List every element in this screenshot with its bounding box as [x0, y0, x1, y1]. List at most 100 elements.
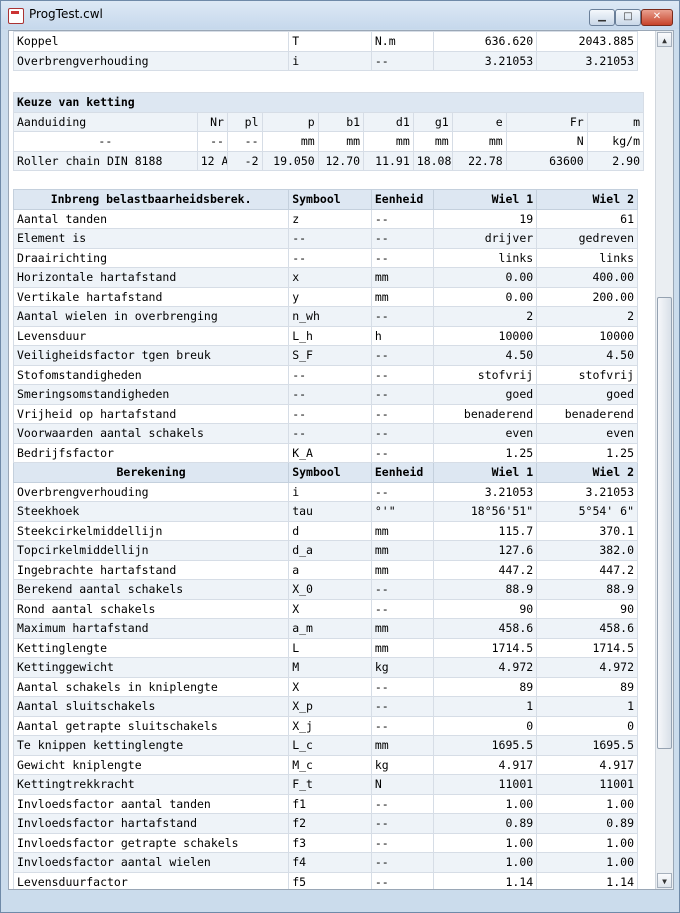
wheel2-cell: 1.00: [536, 852, 638, 873]
unit-cell: kg: [370, 657, 435, 678]
unit-cell: mm: [370, 520, 435, 541]
wheel2-cell: 2043.885: [536, 31, 638, 52]
label-cell: Invloedsfactor aantal wielen: [12, 852, 290, 873]
chain-header-cell: g1: [412, 111, 453, 132]
table-row: Horizontale hartafstand x mm 0.00 400.00: [12, 267, 638, 288]
unit-cell: h: [370, 325, 435, 346]
label-cell: Overbrengverhouding: [12, 50, 290, 71]
wheel1-cell: 1: [433, 696, 538, 717]
chain-value-cell: Roller chain DIN 8188: [13, 150, 198, 171]
wheel1-cell: 636.620: [433, 31, 538, 52]
unit-cell: --: [370, 364, 435, 385]
table-row: Ingebrachte hartafstand a mm 447.2 447.2: [12, 559, 638, 580]
wheel1-cell: 1.25: [433, 442, 538, 463]
unit-cell: --: [370, 247, 435, 268]
label-cell: Steekhoek: [12, 501, 290, 522]
scroll-down-button[interactable]: ▼: [657, 873, 672, 888]
unit-cell: mm: [370, 735, 435, 756]
symbol-cell: X_0: [288, 579, 372, 600]
unit-cell: N: [370, 774, 435, 795]
wheel1-cell: 115.7: [433, 520, 538, 541]
unit-cell: --: [370, 228, 435, 249]
minimize-icon: ▁: [598, 11, 606, 22]
wheel1-cell: 0.00: [433, 286, 538, 307]
table-row: Invloedsfactor hartafstand f2 -- 0.89 0.89: [12, 813, 638, 834]
wheel1-cell: goed: [433, 384, 538, 405]
symbol-cell: y: [288, 286, 372, 307]
wheel1-cell: 447.2: [433, 559, 538, 580]
wheel2-cell: 458.6: [536, 618, 638, 639]
table-row: Stofomstandigheden -- -- stofvrij stofvrij: [12, 364, 638, 385]
label-cell: Aantal tanden: [12, 208, 290, 229]
unit-cell: mm: [370, 637, 435, 658]
unit-cell: --: [370, 813, 435, 834]
symbol-cell: T: [288, 31, 372, 52]
unit-cell: --: [370, 598, 435, 619]
table-row: Smeringsomstandigheden -- -- goed goed: [12, 384, 638, 405]
table-row: Levensduurfactor f5 -- 1.14 1.14: [12, 871, 638, 889]
label-cell: Draairichting: [12, 247, 290, 268]
chain-unit-cell: mm: [412, 131, 453, 152]
unit-cell: --: [370, 852, 435, 873]
wheel2-cell: 1.25: [536, 442, 638, 463]
wheel1-cell: links: [433, 247, 538, 268]
symbol-cell: X: [288, 598, 372, 619]
title-bar[interactable]: ProgTest.cwl ▁ □ ✕: [1, 1, 679, 29]
symbol-cell: L: [288, 637, 372, 658]
symbol-cell: i: [288, 50, 372, 71]
chain-header-cell: Nr: [196, 111, 228, 132]
label-cell: Levensduur: [12, 325, 290, 346]
label-cell: Gewicht kniplengte: [12, 754, 290, 775]
minimize-button[interactable]: ▁: [589, 9, 615, 26]
table-row: Berekend aantal schakels X_0 -- 88.9 88.9: [12, 579, 638, 600]
symbol-cell: i: [288, 481, 372, 502]
vertical-scrollbar[interactable]: ▲ ▼: [655, 31, 673, 889]
unit-cell: mm: [370, 540, 435, 561]
scroll-thumb[interactable]: [657, 297, 672, 749]
wheel2-cell: 4.917: [536, 754, 638, 775]
chain-value-cell: 18.08: [412, 150, 453, 171]
symbol-cell: M_c: [288, 754, 372, 775]
wheel2-cell: 0: [536, 715, 638, 736]
wheel2-cell: gedreven: [536, 228, 638, 249]
label-cell: Stofomstandigheden: [12, 364, 290, 385]
maximize-button[interactable]: □: [615, 9, 641, 26]
unit-cell: --: [370, 871, 435, 889]
unit-cell: --: [370, 208, 435, 229]
chain-value-cell: 19.050: [261, 150, 319, 171]
symbol-cell: --: [288, 364, 372, 385]
wheel1-cell: drijver: [433, 228, 538, 249]
close-button[interactable]: ✕: [641, 9, 673, 26]
table-row: Vertikale hartafstand y mm 0.00 200.00: [12, 286, 638, 307]
table-row: Maximum hartafstand a_m mm 458.6 458.6: [12, 618, 638, 639]
scroll-up-icon: ▲: [662, 36, 667, 45]
chain-header-cell: p: [261, 111, 319, 132]
label-cell: Voorwaarden aantal schakels: [12, 423, 290, 444]
table-row: Te knippen kettinglengte L_c mm 1695.5 1695.…: [12, 735, 638, 756]
wheel1-cell: 1.14: [433, 871, 538, 889]
label-cell: Ingebrachte hartafstand: [12, 559, 290, 580]
unit-cell: --: [370, 384, 435, 405]
label-cell: Aantal sluitschakels: [12, 696, 290, 717]
unit-cell: mm: [370, 559, 435, 580]
unit-cell: --: [370, 442, 435, 463]
symbol-cell: S_F: [288, 345, 372, 366]
chain-unit-cell: --: [196, 131, 228, 152]
label-cell: Rond aantal schakels: [12, 598, 290, 619]
unit-cell: --: [370, 579, 435, 600]
app-icon[interactable]: [8, 8, 24, 24]
wheel2-cell: 89: [536, 676, 638, 697]
label-cell: Invloedsfactor getrapte schakels: [12, 832, 290, 853]
chain-unit-cell: mm: [451, 131, 507, 152]
calculation-table: Inbreng belastbaarheidsberek. Symbool Eenh…: [12, 189, 638, 889]
symbol-cell: --: [288, 384, 372, 405]
table-row: Aantal sluitschakels X_p -- 1 1: [12, 696, 638, 717]
scroll-up-button[interactable]: ▲: [657, 32, 672, 47]
wheel1-cell: even: [433, 423, 538, 444]
wheel1-cell: 4.50: [433, 345, 538, 366]
label-cell: Bedrijfsfactor: [12, 442, 290, 463]
label-cell: Berekend aantal schakels: [12, 579, 290, 600]
label-cell: Smeringsomstandigheden: [12, 384, 290, 405]
label-cell: Maximum hartafstand: [12, 618, 290, 639]
wheel1-cell: 0: [433, 715, 538, 736]
